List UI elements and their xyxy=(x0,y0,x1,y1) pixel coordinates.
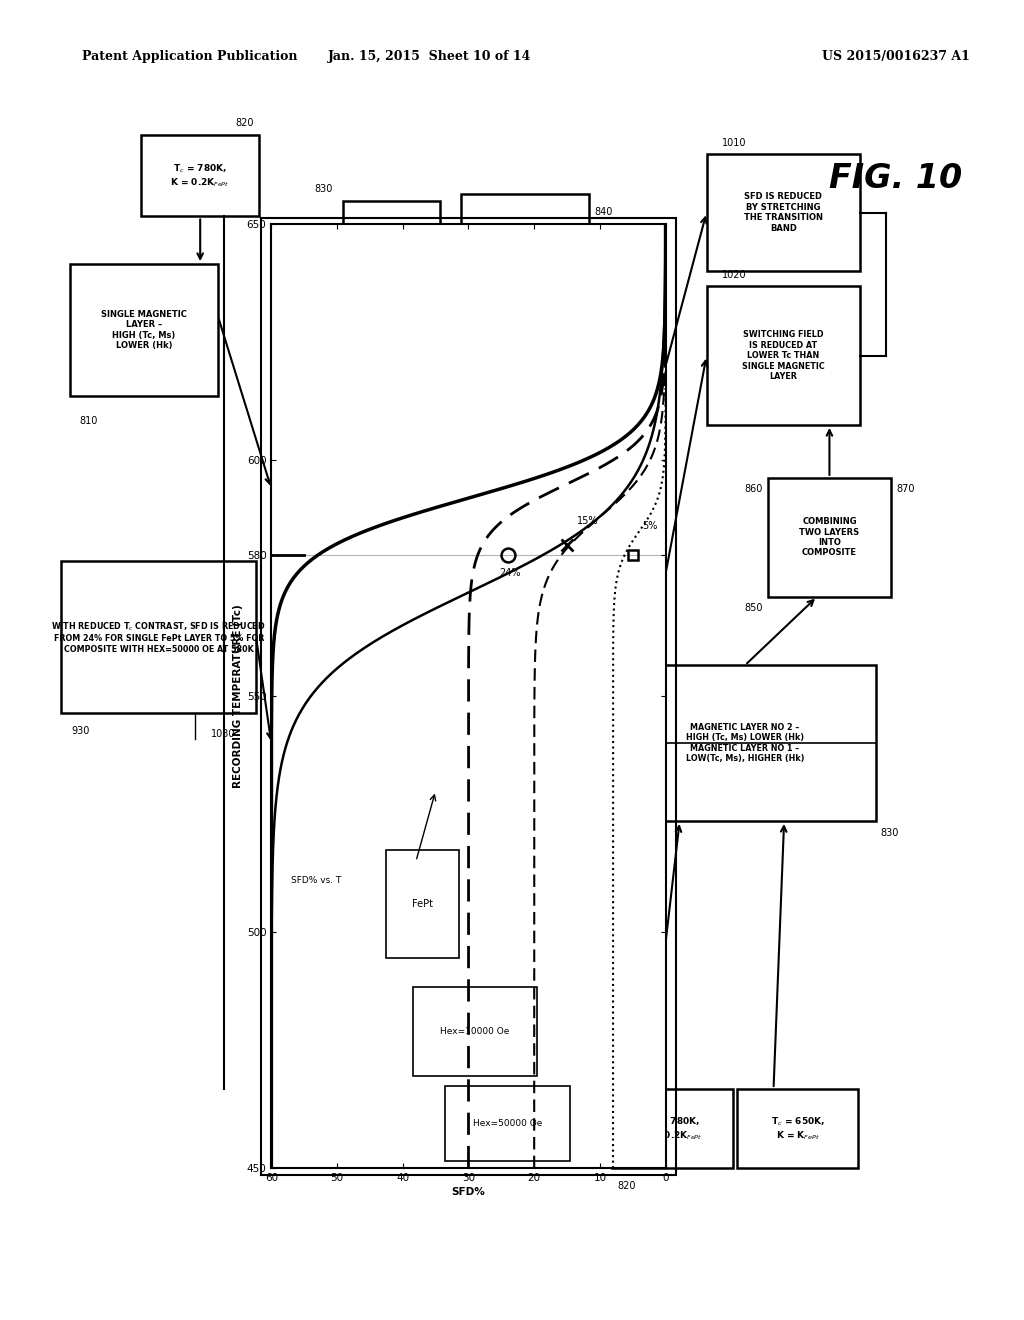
FancyBboxPatch shape xyxy=(343,201,440,277)
Text: US 2015/0016237 A1: US 2015/0016237 A1 xyxy=(822,50,970,63)
Text: 820: 820 xyxy=(617,1181,636,1192)
Text: 1010: 1010 xyxy=(722,137,746,148)
Text: 850: 850 xyxy=(744,603,763,614)
Text: Jan. 15, 2015  Sheet 10 of 14: Jan. 15, 2015 Sheet 10 of 14 xyxy=(329,50,531,63)
FancyBboxPatch shape xyxy=(61,561,256,713)
Text: Hex=50000 Oe: Hex=50000 Oe xyxy=(473,1119,543,1127)
Text: 1020: 1020 xyxy=(722,269,746,280)
Text: T$_c$ = 780K,
K = 0.2K$_{FePt}$: T$_c$ = 780K, K = 0.2K$_{FePt}$ xyxy=(170,162,230,189)
Text: T$_c$ = 650K,
K = K$_{FePt}$: T$_c$ = 650K, K = K$_{FePt}$ xyxy=(771,1115,824,1142)
Text: Hex=10000 Oe: Hex=10000 Oe xyxy=(440,1027,510,1036)
FancyBboxPatch shape xyxy=(461,194,589,310)
Text: 870: 870 xyxy=(896,484,914,495)
Text: 1030: 1030 xyxy=(211,729,236,739)
Text: SFD% vs. T: SFD% vs. T xyxy=(291,876,341,884)
FancyBboxPatch shape xyxy=(612,1089,733,1168)
Text: WITH REDUCED T$_c$ CONTRAST, SFD IS REDUCED
FROM 24% FOR SINGLE FePt LAYER TO 5%: WITH REDUCED T$_c$ CONTRAST, SFD IS REDU… xyxy=(51,620,266,653)
FancyBboxPatch shape xyxy=(614,665,876,821)
Text: 830: 830 xyxy=(314,183,333,194)
FancyBboxPatch shape xyxy=(386,850,459,958)
Text: 810: 810 xyxy=(80,416,98,426)
Y-axis label: RECORDING TEMPERATURE (Tc): RECORDING TEMPERATURE (Tc) xyxy=(232,605,243,788)
Text: COMBINING
TWO LAYERS
INTO
COMPOSITE: COMBINING TWO LAYERS INTO COMPOSITE xyxy=(800,517,859,557)
Text: Patent Application Publication: Patent Application Publication xyxy=(82,50,297,63)
Text: 840: 840 xyxy=(594,207,612,218)
Text: 5%: 5% xyxy=(643,521,658,531)
FancyBboxPatch shape xyxy=(768,478,891,597)
Text: 930: 930 xyxy=(72,726,90,737)
Text: 830: 830 xyxy=(881,828,899,838)
FancyBboxPatch shape xyxy=(737,1089,858,1168)
Text: 15%: 15% xyxy=(577,516,598,527)
Text: 24%: 24% xyxy=(500,569,521,578)
Text: MAGNETIC LAYER NO 2 –
HIGH (Tc, Ms) LOWER (Hk)
MAGNETIC LAYER NO 1 –
LOW(Tc, Ms): MAGNETIC LAYER NO 2 – HIGH (Tc, Ms) LOWE… xyxy=(686,723,804,763)
Text: FIG. 10: FIG. 10 xyxy=(829,162,963,195)
FancyBboxPatch shape xyxy=(707,286,860,425)
FancyBboxPatch shape xyxy=(413,986,538,1076)
Text: SWITCHING FIELD
IS REDUCED AT
LOWER Tc THAN
SINGLE MAGNETIC
LAYER: SWITCHING FIELD IS REDUCED AT LOWER Tc T… xyxy=(742,330,824,381)
Text: SINGLE MAGNETIC
LAYER –
LOW (Tc, Ms),
HIGHER (Hk): SINGLE MAGNETIC LAYER – LOW (Tc, Ms), HI… xyxy=(482,232,567,272)
Text: T$_c$ = 650K,
K = K$_{FePt}$: T$_c$ = 650K, K = K$_{FePt}$ xyxy=(365,226,419,252)
Text: 860: 860 xyxy=(744,484,763,495)
Text: FePt: FePt xyxy=(412,899,433,909)
FancyBboxPatch shape xyxy=(141,135,259,216)
Text: 820: 820 xyxy=(236,117,254,128)
X-axis label: SFD%: SFD% xyxy=(452,1187,485,1197)
Text: SFD IS REDUCED
BY STRETCHING
THE TRANSITION
BAND: SFD IS REDUCED BY STRETCHING THE TRANSIT… xyxy=(743,193,823,232)
FancyBboxPatch shape xyxy=(70,264,218,396)
Text: T$_c$ = 780K,
K = 0.2K$_{FePt}$: T$_c$ = 780K, K = 0.2K$_{FePt}$ xyxy=(643,1115,702,1142)
FancyBboxPatch shape xyxy=(445,1085,570,1162)
Text: SINGLE MAGNETIC
LAYER –
HIGH (Tc, Ms)
LOWER (Hk): SINGLE MAGNETIC LAYER – HIGH (Tc, Ms) LO… xyxy=(101,310,186,350)
FancyBboxPatch shape xyxy=(707,154,860,271)
